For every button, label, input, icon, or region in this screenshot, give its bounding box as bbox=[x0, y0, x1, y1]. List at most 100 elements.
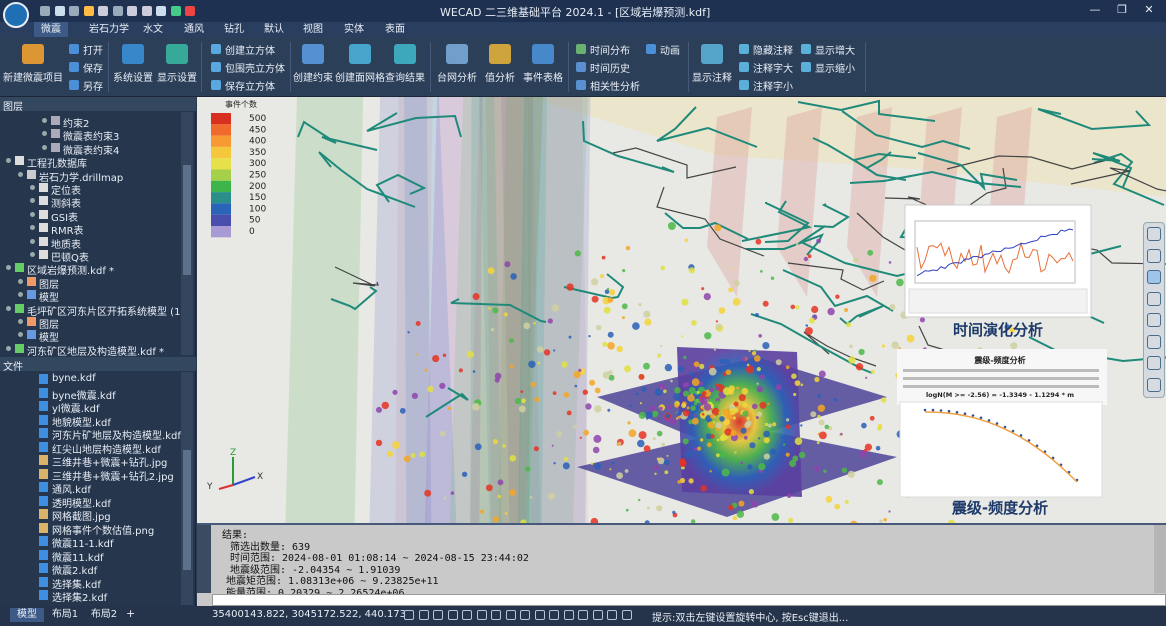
file-item[interactable]: 透明模型.kdf bbox=[52, 498, 111, 510]
menu-tab[interactable]: 通风 bbox=[184, 24, 204, 35]
ribbon-small-label[interactable]: 时间分布 bbox=[590, 46, 630, 57]
ribbon-small-icon[interactable] bbox=[801, 62, 811, 72]
layout-tab[interactable]: 模型 bbox=[10, 608, 44, 622]
tree-item[interactable]: 毛坪矿区河东片区开拓系统模型 (1).k bbox=[27, 306, 194, 318]
menu-tab[interactable]: 岩石力学 bbox=[89, 24, 129, 35]
ribbon-small-icon[interactable] bbox=[739, 44, 749, 54]
status-tool-icon[interactable] bbox=[563, 610, 574, 620]
file-item[interactable]: 网格事件个数估值.png bbox=[52, 525, 155, 537]
view-tool-button[interactable] bbox=[1147, 248, 1161, 263]
file-item[interactable]: 地貌模型.kdf bbox=[52, 417, 111, 429]
ribbon-button-icon[interactable] bbox=[394, 44, 416, 64]
ribbon-button-label[interactable]: 事件表格 bbox=[523, 73, 563, 84]
view-tool-button[interactable] bbox=[1147, 356, 1161, 370]
quick-access-icon[interactable] bbox=[40, 6, 50, 16]
tree-item[interactable]: 工程孔数据库 bbox=[27, 159, 87, 171]
ribbon-button-icon[interactable] bbox=[532, 44, 554, 64]
ribbon-small-icon[interactable] bbox=[739, 62, 749, 72]
scroll-thumb[interactable] bbox=[183, 165, 191, 275]
tree-expander[interactable] bbox=[6, 158, 11, 164]
ribbon-small-label[interactable]: 另存 bbox=[83, 82, 103, 93]
quick-access-icon[interactable] bbox=[170, 6, 181, 16]
quick-access-icon[interactable] bbox=[141, 6, 152, 16]
ribbon-button-label[interactable]: 显示设置 bbox=[157, 73, 197, 84]
tree-expander[interactable] bbox=[6, 345, 11, 351]
ribbon-small-icon[interactable] bbox=[211, 44, 221, 54]
quick-access-icon[interactable] bbox=[185, 6, 195, 16]
ribbon-button-label[interactable]: 查询结果 bbox=[385, 73, 425, 84]
file-item[interactable]: 选择集.kdf bbox=[52, 579, 101, 591]
ribbon-button-label[interactable]: 新建微震项目 bbox=[3, 73, 63, 84]
tree-expander[interactable] bbox=[30, 252, 35, 257]
menu-tab[interactable]: 表面 bbox=[385, 24, 405, 35]
tree-item[interactable]: 巴顿Q表 bbox=[51, 253, 89, 264]
tree-item[interactable]: 微震表约束4 bbox=[63, 145, 120, 157]
status-tool-icon[interactable] bbox=[505, 610, 516, 620]
file-item[interactable]: byne.kdf bbox=[52, 373, 96, 384]
view-tool-button[interactable] bbox=[1147, 227, 1161, 241]
status-tool-icon[interactable] bbox=[578, 610, 588, 620]
quick-access-icon[interactable] bbox=[69, 6, 79, 16]
tree-item[interactable]: 图层 bbox=[39, 320, 59, 331]
quick-access-icon[interactable] bbox=[112, 6, 123, 16]
ribbon-small-label[interactable]: 注释字大 bbox=[753, 64, 793, 75]
status-tool-icon[interactable] bbox=[621, 610, 632, 620]
ribbon-small-label[interactable]: 注释字小 bbox=[753, 82, 793, 93]
tree-expander[interactable] bbox=[30, 198, 35, 204]
ribbon-button-icon[interactable] bbox=[349, 44, 371, 64]
tree-expander[interactable] bbox=[18, 171, 23, 177]
ribbon-small-label[interactable]: 相关性分析 bbox=[590, 82, 640, 93]
view-tool-button[interactable] bbox=[1147, 377, 1161, 392]
3d-viewport[interactable]: 事件个数500450400350300250200150100500ZYX时间演… bbox=[197, 97, 1166, 523]
quick-access-icon[interactable] bbox=[98, 6, 108, 16]
ribbon-small-label[interactable]: 显示缩小 bbox=[815, 64, 855, 75]
ribbon-small-icon[interactable] bbox=[576, 80, 586, 90]
tree-item[interactable]: 岩石力学.drillmap bbox=[39, 172, 124, 184]
add-layout-tab[interactable]: + bbox=[126, 607, 136, 620]
tree-item[interactable]: 地质表 bbox=[51, 239, 81, 251]
tree-expander[interactable] bbox=[42, 144, 47, 150]
status-tool-icon[interactable] bbox=[418, 610, 429, 620]
ribbon-small-icon[interactable] bbox=[739, 80, 749, 90]
view-tool-button[interactable] bbox=[1147, 334, 1161, 349]
view-tool-button[interactable] bbox=[1147, 291, 1161, 306]
ribbon-small-label[interactable]: 隐藏注释 bbox=[753, 46, 793, 57]
tree-item[interactable]: 区域岩爆预测.kdf * bbox=[27, 266, 115, 278]
ribbon-small-label[interactable]: 包围壳立方体 bbox=[225, 64, 285, 75]
ribbon-small-icon[interactable] bbox=[211, 80, 221, 90]
status-tool-icon[interactable] bbox=[476, 610, 487, 620]
file-item[interactable]: 微震11.kdf bbox=[52, 552, 104, 564]
status-tool-icon[interactable] bbox=[607, 610, 617, 620]
status-tool-icon[interactable] bbox=[592, 610, 603, 620]
status-tool-icon[interactable] bbox=[549, 610, 559, 620]
ribbon-small-icon[interactable] bbox=[69, 44, 79, 54]
ribbon-button-label[interactable]: 显示注释 bbox=[692, 73, 732, 84]
ribbon-small-label[interactable]: 动画 bbox=[660, 46, 680, 57]
ribbon-small-icon[interactable] bbox=[576, 44, 586, 54]
status-tool-icon[interactable] bbox=[520, 610, 530, 620]
tree-item[interactable]: 微震表约束3 bbox=[63, 132, 120, 144]
ribbon-button-icon[interactable] bbox=[446, 44, 468, 64]
tree-expander[interactable] bbox=[18, 292, 23, 298]
quick-access-icon[interactable] bbox=[127, 6, 137, 16]
command-input[interactable] bbox=[212, 594, 1166, 606]
tree-expander[interactable] bbox=[18, 332, 23, 338]
tree-expander[interactable] bbox=[18, 278, 23, 284]
view-tool-button[interactable] bbox=[1147, 270, 1161, 284]
ribbon-button-icon[interactable] bbox=[302, 44, 324, 64]
ribbon-button-label[interactable]: 值分析 bbox=[485, 73, 515, 84]
status-tool-icon[interactable] bbox=[462, 610, 472, 620]
quick-access-icon[interactable] bbox=[54, 6, 65, 16]
menu-tab[interactable]: 微震 bbox=[34, 22, 68, 37]
ribbon-small-label[interactable]: 时间历史 bbox=[590, 64, 630, 75]
tree-expander[interactable] bbox=[6, 265, 11, 271]
ribbon-button-label[interactable]: 台网分析 bbox=[437, 73, 477, 84]
menu-tab[interactable]: 钻孔 bbox=[224, 24, 244, 35]
file-item[interactable]: byne微震.kdf bbox=[52, 390, 116, 402]
status-tool-icon[interactable] bbox=[447, 610, 458, 620]
ribbon-button-icon[interactable] bbox=[489, 44, 511, 64]
tree-expander[interactable] bbox=[30, 185, 35, 190]
tree-item[interactable]: 图层 bbox=[39, 279, 59, 291]
tree-item[interactable]: 测斜表 bbox=[51, 199, 81, 211]
window-control[interactable]: ❐ bbox=[1117, 3, 1127, 16]
